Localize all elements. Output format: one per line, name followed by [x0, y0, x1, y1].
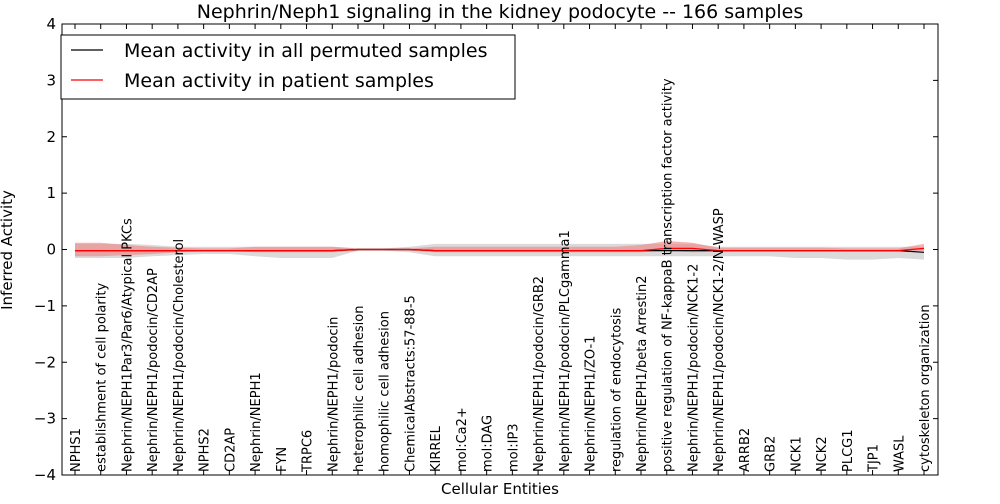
x-tick-label-27: GRB2 [764, 436, 779, 472]
x-tick-label-3: Nephrin/NEPH1/podocin/CD2AP [146, 268, 161, 472]
x-tick-label-22: Nephrin/NEPH1/beta Arrestin2 [635, 276, 650, 473]
y-tick-label-1: −3 [34, 410, 56, 428]
x-tick-label-11: heterophilic cell adhesion [352, 306, 367, 473]
x-tick-label-13: ChemicalAbstracts:57-88-5 [404, 295, 419, 472]
x-tick-label-8: FYN [275, 447, 290, 472]
y-tick-label-7: 3 [46, 71, 56, 89]
y-tick-label-2: −2 [34, 353, 56, 371]
y-tick-label-3: −1 [34, 297, 56, 315]
y-tick-label-0: −4 [34, 466, 56, 484]
x-tick-label-19: Nephrin/NEPH1/podocin/PLCgamma1 [558, 230, 573, 472]
x-tick-label-15: mol:Ca2+ [455, 407, 470, 472]
x-tick-label-33: cytoskeleton organization [918, 304, 933, 472]
x-tick-label-20: Nephrin/NEPH1/ZO-1 [584, 336, 599, 472]
x-tick-label-26: ARRB2 [738, 428, 753, 472]
x-tick-label-21: regulation of endocytosis [609, 307, 624, 472]
chart-title: Nephrin/Neph1 signaling in the kidney po… [197, 1, 804, 23]
x-tick-label-28: NCK1 [789, 436, 804, 472]
y-tick-label-8: 4 [46, 15, 56, 33]
x-tick-label-1: establishment of cell polarity [95, 283, 110, 472]
x-tick-label-18: Nephrin/NEPH1/podocin/GRB2 [532, 276, 547, 472]
y-tick-label-5: 1 [46, 184, 56, 202]
y-tick-label-6: 2 [46, 128, 56, 146]
x-tick-label-25: Nephrin/NEPH1/podocin/NCK1-2/N-WASP [712, 208, 727, 472]
x-tick-label-12: homophilic cell adhesion [378, 311, 393, 472]
x-tick-label-5: NPHS2 [198, 428, 213, 472]
legend: Mean activity in all permuted samples Me… [61, 35, 515, 99]
x-tick-label-24: Nephrin/NEPH1/podocin/NCK1-2 [687, 264, 702, 472]
x-tick-label-29: NCK2 [815, 436, 830, 472]
y-axis-label: Inferred Activity [0, 190, 16, 310]
x-tick-label-4: Nephrin/NEPH1/podocin/Cholesterol [172, 239, 187, 472]
x-tick-label-30: PLCG1 [841, 429, 856, 472]
x-tick-label-6: CD2AP [223, 428, 238, 472]
x-tick-label-0: NPHS1 [69, 428, 84, 472]
x-tick-label-32: WASL [892, 435, 907, 472]
x-tick-label-2: Nephrin/NEPH1Par3/Par6/Atypical PKCs [121, 218, 136, 472]
legend-label-patient: Mean activity in patient samples [124, 70, 434, 92]
x-tick-label-23: positive regulation of NF-kappaB transcr… [661, 78, 676, 472]
y-tick-label-4: 0 [46, 241, 56, 259]
x-tick-label-14: KIRREL [429, 425, 444, 472]
x-tick-label-17: mol:IP3 [506, 423, 521, 472]
legend-label-permuted: Mean activity in all permuted samples [124, 40, 487, 62]
x-tick-label-16: mol:DAG [481, 415, 496, 472]
x-tick-label-31: TJP1 [867, 444, 882, 473]
x-tick-label-9: TRPC6 [301, 430, 316, 473]
x-tick-label-10: Nephrin/NEPH1/podocin [326, 317, 341, 472]
x-axis-label: Cellular Entities [441, 480, 559, 498]
x-tick-label-7: Nephrin/NEPH1 [249, 372, 264, 472]
